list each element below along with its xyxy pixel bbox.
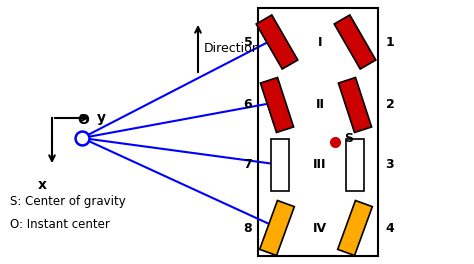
Text: 7: 7 (244, 158, 252, 172)
Text: 5: 5 (244, 35, 252, 49)
Text: II: II (316, 98, 325, 111)
Polygon shape (256, 15, 298, 69)
Text: 1: 1 (386, 35, 394, 49)
Text: x: x (37, 178, 46, 192)
Text: O: Instant center: O: Instant center (10, 218, 110, 231)
Polygon shape (260, 78, 293, 133)
Text: 3: 3 (386, 158, 394, 172)
Text: S: S (345, 131, 354, 144)
Text: 4: 4 (386, 221, 394, 234)
Polygon shape (334, 15, 376, 69)
Text: 8: 8 (244, 221, 252, 234)
Bar (258, 8, 378, 256)
Text: 2: 2 (386, 98, 394, 111)
Polygon shape (271, 139, 289, 191)
Text: 6: 6 (244, 98, 252, 111)
Text: O: O (77, 113, 89, 127)
Polygon shape (346, 139, 364, 191)
Text: Direction: Direction (204, 42, 261, 55)
Polygon shape (338, 78, 372, 133)
Polygon shape (337, 200, 373, 256)
Text: III: III (313, 158, 327, 172)
Text: I: I (318, 35, 322, 49)
Polygon shape (260, 200, 294, 256)
Text: IV: IV (313, 221, 327, 234)
Text: S: Center of gravity: S: Center of gravity (10, 195, 126, 208)
Text: y: y (97, 111, 106, 125)
